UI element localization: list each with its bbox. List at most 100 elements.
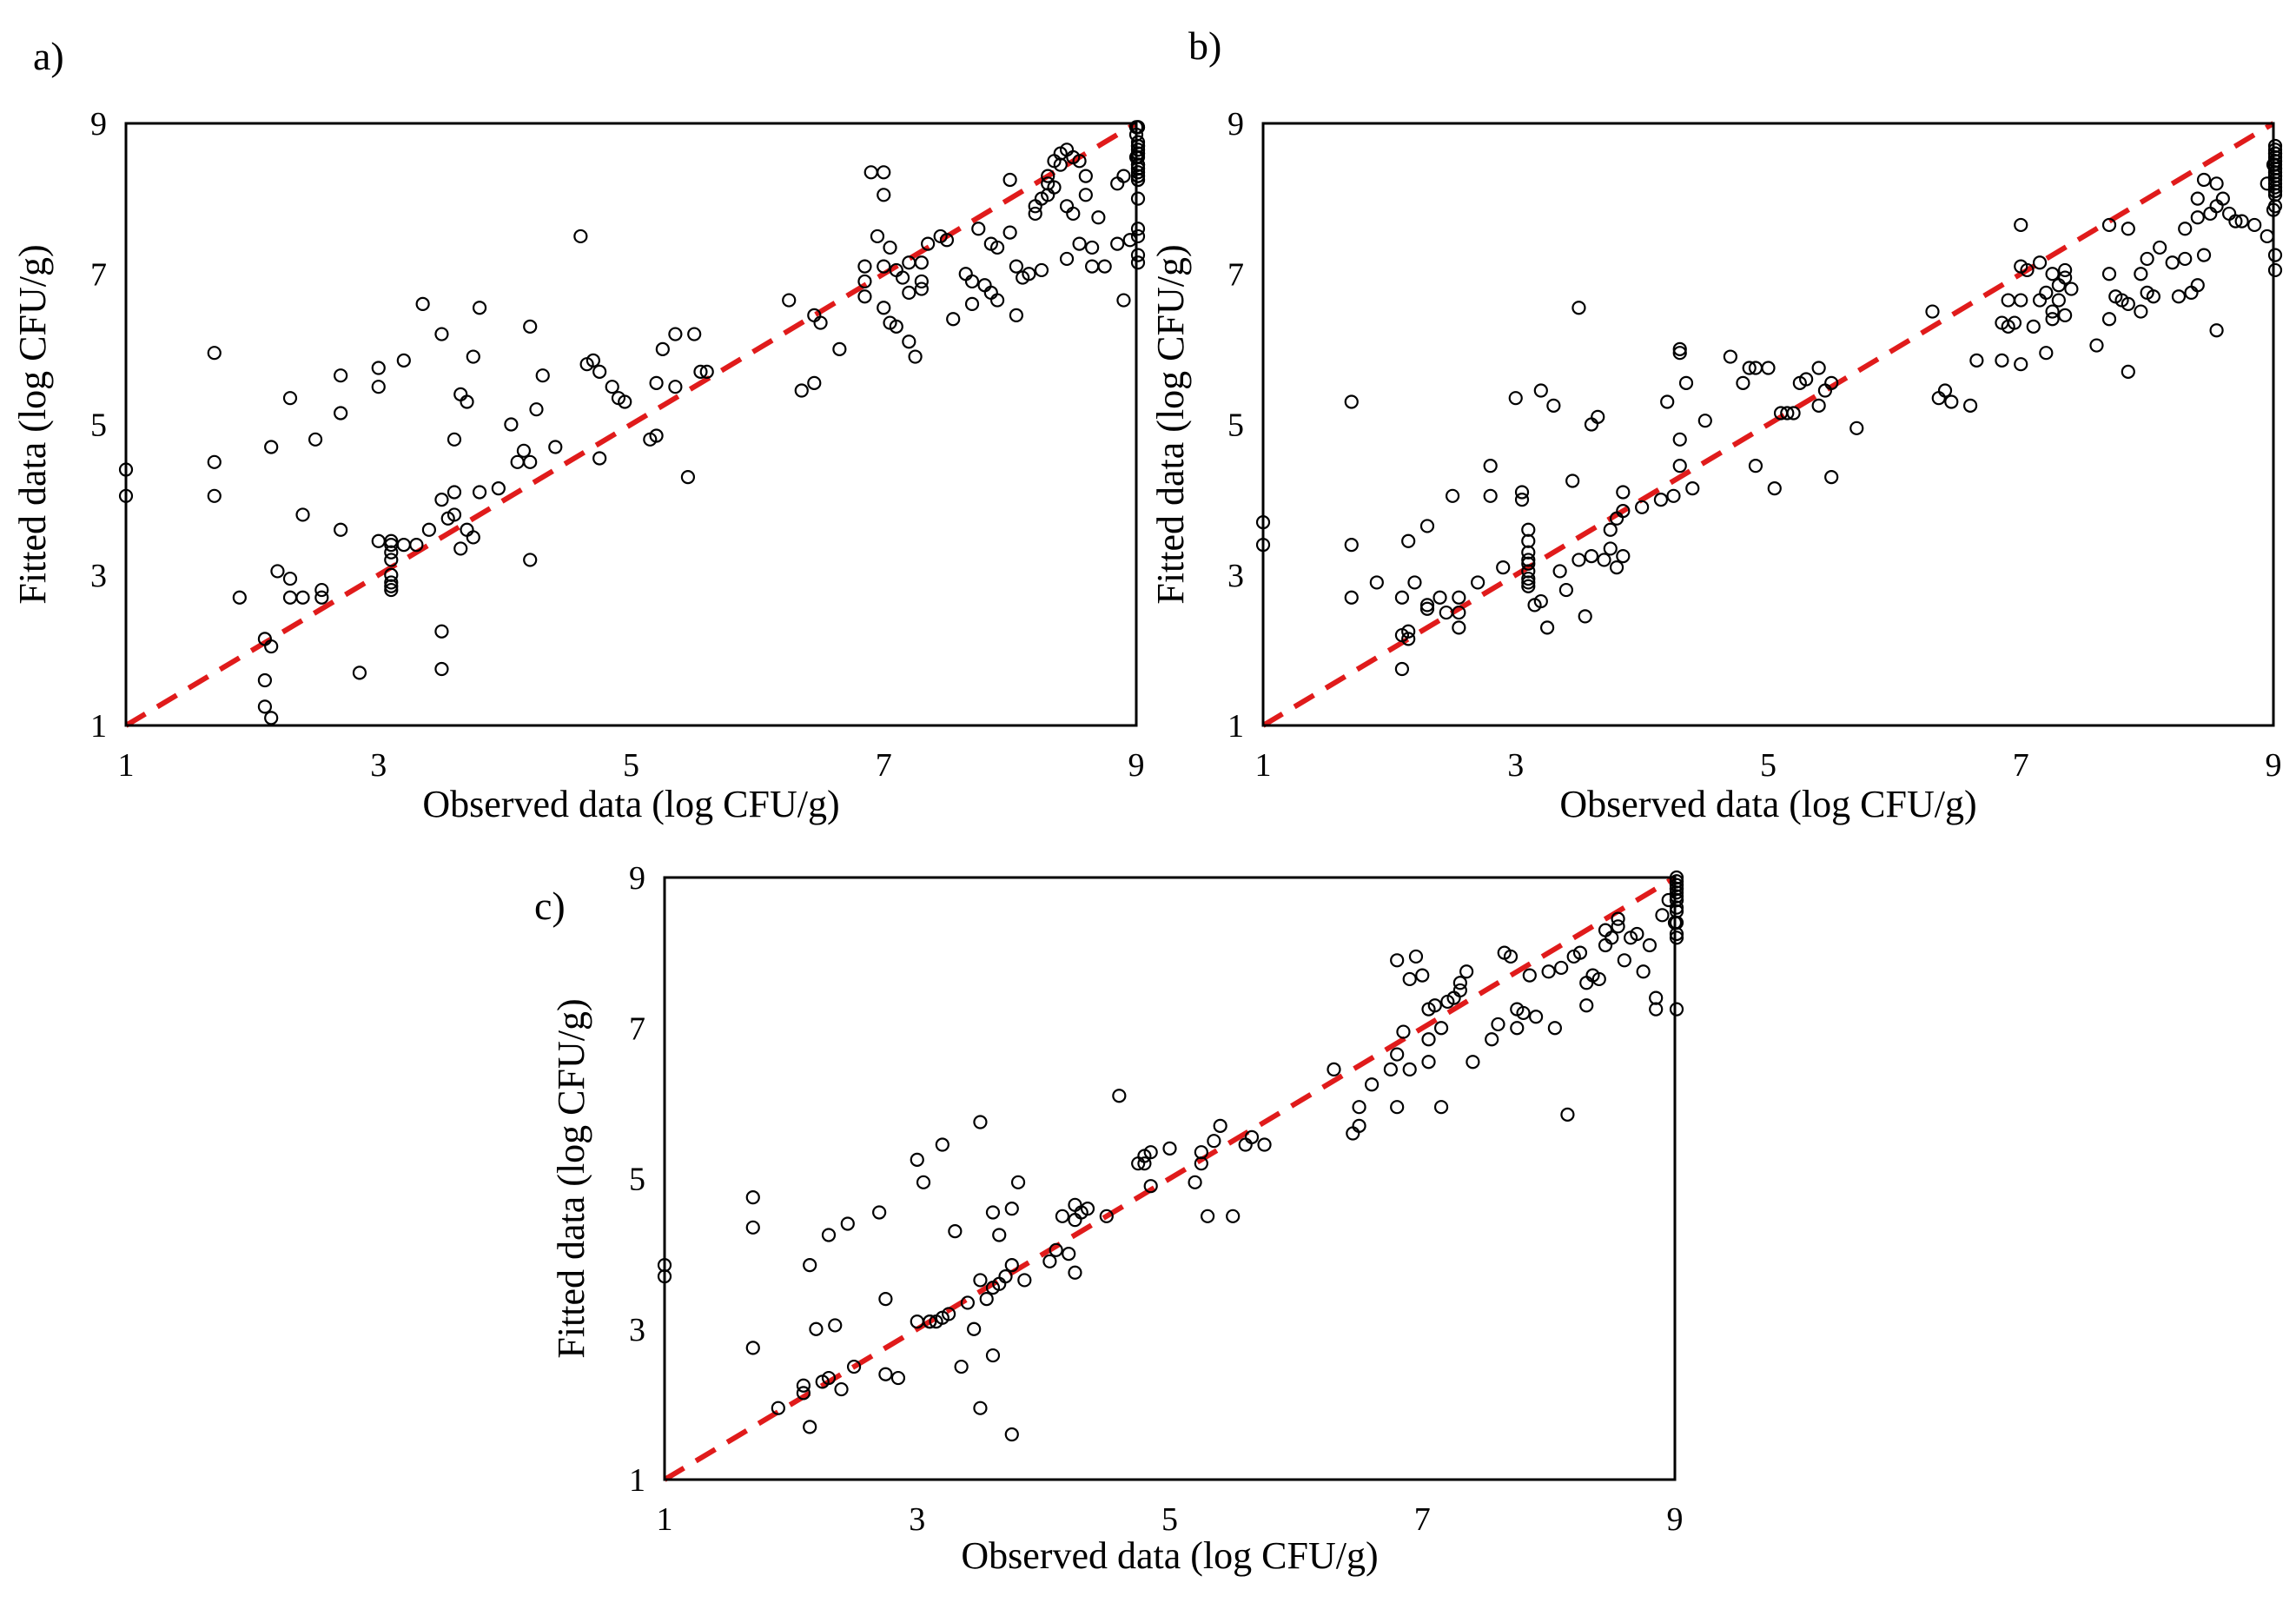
data-point [2134, 304, 2148, 319]
data-point [745, 1190, 760, 1205]
data-point [1402, 1062, 1417, 1076]
data-point [877, 165, 891, 180]
data-point [1130, 165, 1146, 180]
data-point [1761, 361, 1776, 375]
data-point [878, 1367, 893, 1381]
data-point [264, 440, 279, 454]
data-point [1130, 142, 1146, 157]
data-point [1053, 157, 1068, 172]
data-point [1059, 251, 1075, 267]
data-point [1496, 560, 1511, 575]
data-point [415, 296, 430, 311]
data-point [1584, 417, 1599, 432]
data-point [1541, 964, 1556, 979]
data-point [1407, 575, 1422, 590]
data-point [890, 1370, 906, 1386]
data-point [2026, 319, 2041, 334]
data-point [1402, 971, 1417, 987]
data-point [699, 364, 714, 379]
data-point [1653, 493, 1669, 507]
data-point [1009, 308, 1023, 322]
y-tick-label: 5 [629, 1162, 645, 1198]
data-point [1521, 571, 1536, 586]
data-point [840, 1216, 855, 1231]
data-point [2222, 206, 2237, 222]
data-point [668, 380, 683, 394]
data-point [889, 319, 903, 334]
data-point [1078, 188, 1093, 202]
data-point [2190, 278, 2205, 293]
data-point [447, 507, 462, 522]
data-point [504, 417, 519, 432]
data-point [1483, 488, 1498, 503]
data-point [232, 590, 247, 605]
data-point [529, 402, 544, 417]
data-point [1609, 560, 1624, 575]
data-point [2184, 285, 2199, 301]
y-tick-label: 1 [629, 1462, 645, 1499]
data-point [998, 1269, 1013, 1284]
y-tick-label: 9 [90, 106, 107, 142]
data-point [334, 522, 348, 537]
data-point [883, 240, 897, 255]
data-point [1130, 228, 1146, 244]
data-point [384, 582, 399, 598]
data-point [1130, 191, 1146, 206]
data-point [1066, 206, 1081, 222]
data-point [1257, 1137, 1272, 1152]
data-point [1433, 1100, 1449, 1115]
data-point [2039, 285, 2054, 301]
data-point [1533, 593, 1548, 609]
data-point [977, 278, 992, 293]
data-point [1849, 421, 1864, 435]
data-point [693, 364, 708, 379]
data-point [334, 368, 348, 383]
data-point [902, 285, 916, 301]
data-point [985, 1205, 1001, 1220]
data-point [1736, 375, 1750, 390]
data-point [1669, 874, 1684, 889]
data-point [1466, 1055, 1480, 1070]
data-point [1603, 541, 1618, 556]
x-tick-label: 1 [118, 747, 135, 784]
data-point [687, 327, 702, 341]
data-point [2267, 188, 2283, 202]
data-point [1452, 605, 1466, 620]
data-point [914, 274, 929, 289]
data-point [270, 564, 285, 579]
data-point [1390, 1047, 1405, 1062]
data-point [958, 267, 973, 281]
data-point [1344, 590, 1359, 605]
data-point [1635, 500, 1650, 514]
data-point [1010, 1175, 1026, 1189]
data-point [1459, 964, 1474, 979]
data-point [1748, 459, 1763, 474]
data-point [1660, 394, 1675, 409]
data-point [1579, 976, 1594, 990]
data-point [371, 361, 386, 375]
data-point [1213, 1118, 1227, 1133]
data-point [1655, 908, 1670, 923]
data-point [1009, 259, 1023, 274]
data-point [1539, 620, 1555, 635]
data-point [1042, 1254, 1057, 1268]
data-point [745, 1220, 760, 1235]
y-tick-label: 7 [90, 256, 107, 293]
data-point [1238, 1137, 1253, 1152]
data-point [264, 639, 279, 654]
data-point [1130, 149, 1146, 165]
data-point [973, 1273, 988, 1288]
data-point [1110, 236, 1125, 251]
data-point [1669, 881, 1684, 897]
data-point [1611, 911, 1625, 926]
data-point [384, 579, 399, 593]
data-point [863, 165, 878, 180]
data-point [1383, 1062, 1399, 1076]
data-point [655, 341, 670, 356]
plot-frame [1261, 122, 2275, 727]
data-point [1059, 199, 1075, 214]
data-point [1116, 293, 1131, 308]
data-point [1514, 485, 1530, 500]
y-tick-label: 5 [1227, 407, 1244, 444]
